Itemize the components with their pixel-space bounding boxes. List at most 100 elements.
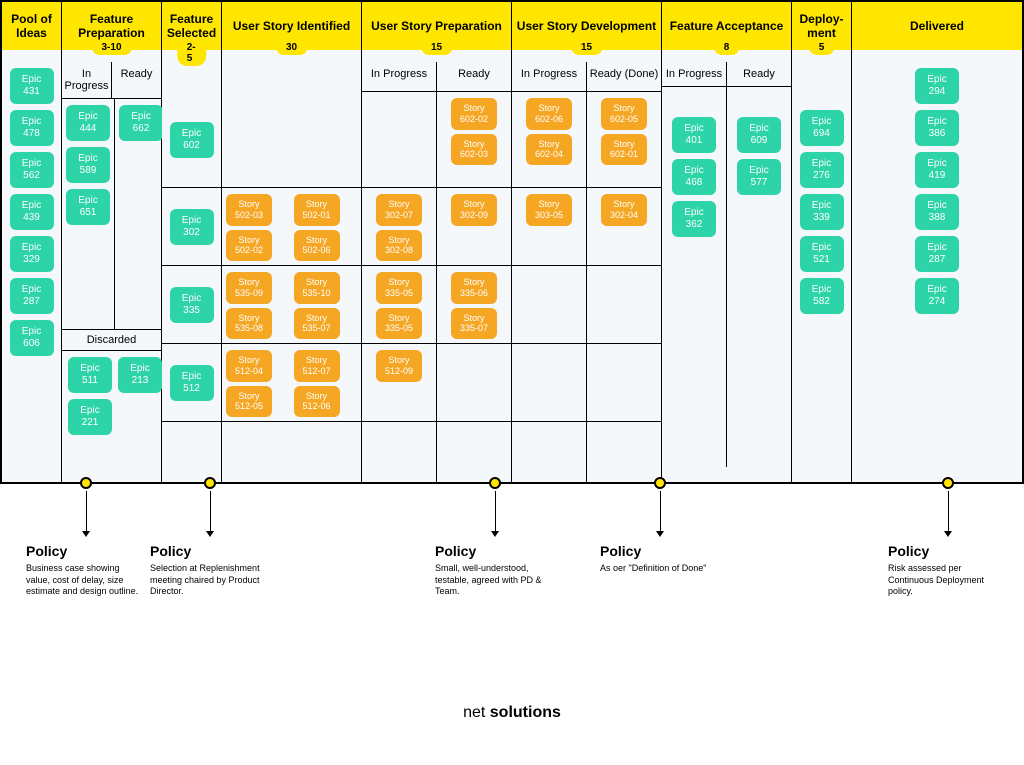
- epic-card[interactable]: Epic651: [66, 189, 110, 225]
- header-row: Pool of IdeasFeature PreparationFeature …: [2, 2, 1022, 50]
- column-usprep: 15In ProgressReadyStory602-02Story602-03…: [362, 50, 512, 482]
- policy-dot-icon: [489, 477, 501, 489]
- subheader: In Progress: [362, 62, 437, 91]
- story-card[interactable]: Story512-04: [226, 350, 272, 382]
- epic-card[interactable]: Epic582: [800, 278, 844, 314]
- story-card[interactable]: Story512-06: [294, 386, 340, 418]
- story-card[interactable]: Story602-04: [526, 134, 572, 166]
- policies-row: PolicyBusiness case showing value, cost …: [0, 484, 1024, 624]
- policy-item: PolicyAs oer "Definition of Done": [600, 484, 720, 575]
- policy-dot-icon: [942, 477, 954, 489]
- epic-card[interactable]: Epic478: [10, 110, 54, 146]
- epic-card[interactable]: Epic444: [66, 105, 110, 141]
- subheader: In Progress: [512, 62, 587, 91]
- policy-text: Selection at Replenishment meeting chair…: [150, 563, 270, 598]
- epic-card[interactable]: Epic401: [672, 117, 716, 153]
- story-card[interactable]: Story302-09: [451, 194, 497, 226]
- wip-badge: 5: [809, 40, 835, 55]
- epic-card[interactable]: Epic606: [10, 320, 54, 356]
- wip-badge: 2-5: [177, 40, 207, 66]
- epic-card[interactable]: Epic335: [170, 287, 214, 323]
- epic-card[interactable]: Epic276: [800, 152, 844, 188]
- subheader: In Progress: [62, 62, 112, 98]
- policy-dot-icon: [654, 477, 666, 489]
- epic-card[interactable]: Epic577: [737, 159, 781, 195]
- header-delivered: Delivered: [852, 2, 1022, 50]
- policy-item: Policy Risk assessed per Continuous Deplo…: [888, 484, 1008, 598]
- story-card[interactable]: Story512-05: [226, 386, 272, 418]
- story-card[interactable]: Story602-03: [451, 134, 497, 166]
- subheader: Ready: [727, 62, 791, 86]
- wip-badge: 15: [571, 40, 602, 55]
- epic-card[interactable]: Epic439: [10, 194, 54, 230]
- policy-title: Policy: [435, 543, 555, 559]
- body-row: Epic431 Epic478 Epic562 Epic439 Epic329 Epic2…: [2, 50, 1022, 482]
- policy-title: Policy: [888, 543, 1008, 559]
- epic-card[interactable]: Epic511: [68, 357, 112, 393]
- epic-card[interactable]: Epic339: [800, 194, 844, 230]
- story-card[interactable]: Story335-05: [376, 272, 422, 304]
- epic-card[interactable]: Epic386: [915, 110, 959, 146]
- epic-card[interactable]: Epic287: [915, 236, 959, 272]
- epic-card[interactable]: Epic602: [170, 122, 214, 158]
- epic-card[interactable]: Epic662: [119, 105, 163, 141]
- policy-text: Small, well-understood, testable, agreed…: [435, 563, 555, 598]
- epic-card[interactable]: Epic512: [170, 365, 214, 401]
- story-card[interactable]: Story512-07: [294, 350, 340, 382]
- epic-card[interactable]: Epic431: [10, 68, 54, 104]
- story-card[interactable]: Story302-08: [376, 230, 422, 262]
- story-card[interactable]: Story602-01: [601, 134, 647, 166]
- policy-dot-icon: [80, 477, 92, 489]
- epic-card[interactable]: Epic294: [915, 68, 959, 104]
- story-card[interactable]: Story535-07: [294, 308, 340, 340]
- wip-badge: 3-10: [91, 40, 131, 55]
- epic-card[interactable]: Epic468: [672, 159, 716, 195]
- epic-card[interactable]: Epic329: [10, 236, 54, 272]
- epic-card[interactable]: Epic419: [915, 152, 959, 188]
- policy-text: Risk assessed per Continuous Deployment …: [888, 563, 1008, 598]
- story-card[interactable]: Story335-06: [451, 272, 497, 304]
- story-card[interactable]: Story502-03: [226, 194, 272, 226]
- story-card[interactable]: Story303-05: [526, 194, 572, 226]
- logo-part2: solutions: [490, 704, 561, 721]
- epic-card[interactable]: Epic562: [10, 152, 54, 188]
- subheader: Ready: [437, 62, 511, 91]
- epic-card[interactable]: Epic589: [66, 147, 110, 183]
- column-deploy: 5Epic694Epic276Epic339Epic521Epic582: [792, 50, 852, 482]
- epic-card[interactable]: Epic221: [68, 399, 112, 435]
- story-card[interactable]: Story512-09: [376, 350, 422, 382]
- story-card[interactable]: Story535-10: [294, 272, 340, 304]
- subheader: Ready: [112, 62, 161, 98]
- epic-card[interactable]: Epic609: [737, 117, 781, 153]
- story-card[interactable]: Story335-07: [451, 308, 497, 340]
- story-card[interactable]: Story502-02: [226, 230, 272, 262]
- epic-card[interactable]: Epic213: [118, 357, 162, 393]
- story-card[interactable]: Story335-05: [376, 308, 422, 340]
- epic-card[interactable]: Epic388: [915, 194, 959, 230]
- column-delivered: Epic294 Epic386 Epic419 Epic388 Epic287 Epic2…: [852, 50, 1022, 482]
- policy-title: Policy: [600, 543, 720, 559]
- story-card[interactable]: Story502-06: [294, 230, 340, 262]
- epic-card[interactable]: Epic362: [672, 201, 716, 237]
- story-card[interactable]: Story535-09: [226, 272, 272, 304]
- policy-title: Policy: [26, 543, 146, 559]
- logo-part1: net: [463, 704, 490, 721]
- subheader: In Progress: [662, 62, 727, 86]
- epic-card[interactable]: Epic287: [10, 278, 54, 314]
- epic-card[interactable]: Epic694: [800, 110, 844, 146]
- column-pool: Epic431 Epic478 Epic562 Epic439 Epic329 Epic2…: [2, 50, 62, 482]
- story-card[interactable]: Story535-08: [226, 308, 272, 340]
- story-card[interactable]: Story302-04: [601, 194, 647, 226]
- epic-card[interactable]: Epic521: [800, 236, 844, 272]
- subheader: Ready (Done): [587, 62, 661, 91]
- story-card[interactable]: Story302-07: [376, 194, 422, 226]
- epic-card[interactable]: Epic302: [170, 209, 214, 245]
- story-card[interactable]: Story602-02: [451, 98, 497, 130]
- wip-badge: 8: [714, 40, 740, 55]
- epic-card[interactable]: Epic274: [915, 278, 959, 314]
- story-card[interactable]: Story602-05: [601, 98, 647, 130]
- story-card[interactable]: Story502-01: [294, 194, 340, 226]
- story-card[interactable]: Story602-06: [526, 98, 572, 130]
- policy-dot-icon: [204, 477, 216, 489]
- wip-badge: 30: [276, 40, 307, 55]
